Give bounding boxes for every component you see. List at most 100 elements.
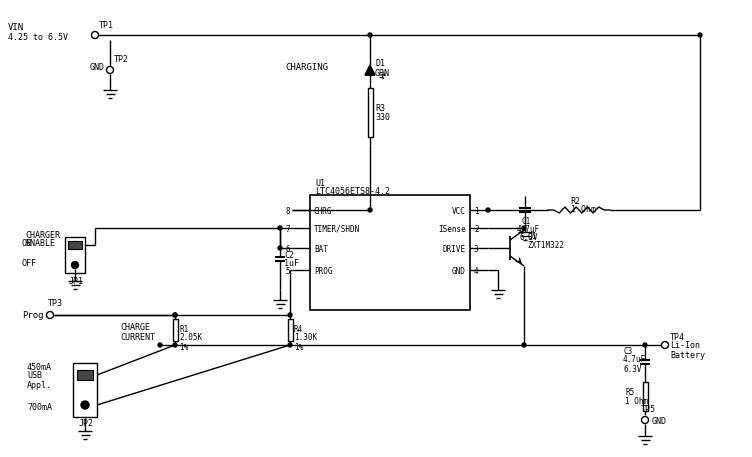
Text: 1 Ohm: 1 Ohm <box>625 397 648 406</box>
Text: 2: 2 <box>474 224 478 234</box>
Circle shape <box>288 343 292 347</box>
Text: GND: GND <box>452 266 466 276</box>
Text: 6: 6 <box>285 244 290 254</box>
Text: 4.7uF: 4.7uF <box>623 356 646 365</box>
Circle shape <box>158 343 162 347</box>
Text: 6.3V: 6.3V <box>623 365 641 373</box>
Text: VIN: VIN <box>8 22 24 32</box>
Text: 4: 4 <box>474 266 478 276</box>
Circle shape <box>641 416 648 424</box>
Text: GND: GND <box>652 416 667 425</box>
Text: Q1: Q1 <box>527 232 537 240</box>
Text: 3: 3 <box>474 244 478 254</box>
Circle shape <box>71 241 78 249</box>
Circle shape <box>173 343 177 347</box>
Bar <box>310 195 470 310</box>
Text: 5: 5 <box>285 266 290 276</box>
Text: 1: 1 <box>474 207 478 216</box>
Circle shape <box>643 343 647 347</box>
Circle shape <box>662 341 669 349</box>
Text: C3: C3 <box>623 346 632 356</box>
Circle shape <box>173 313 177 317</box>
Text: Appl.: Appl. <box>27 381 52 389</box>
Text: ZXT1M322: ZXT1M322 <box>527 240 564 250</box>
Text: 1 Ohm: 1 Ohm <box>571 204 596 213</box>
Circle shape <box>698 33 702 37</box>
Text: 7: 7 <box>285 224 290 234</box>
Text: ISense: ISense <box>438 224 466 234</box>
Text: CHARGING: CHARGING <box>285 64 328 73</box>
Text: 4.25 to 6.5V: 4.25 to 6.5V <box>8 32 68 42</box>
Text: TIMER/SHDN: TIMER/SHDN <box>314 224 360 234</box>
Text: ENABLE: ENABLE <box>25 239 55 248</box>
Text: Battery: Battery <box>670 351 705 360</box>
Text: 4.7uF: 4.7uF <box>517 224 540 234</box>
Circle shape <box>278 226 282 230</box>
Text: JP1: JP1 <box>69 276 84 286</box>
Circle shape <box>81 371 89 379</box>
Text: ON: ON <box>22 239 32 248</box>
Circle shape <box>368 208 372 212</box>
Bar <box>73 363 97 417</box>
Text: JP2: JP2 <box>79 420 94 429</box>
Circle shape <box>522 226 526 230</box>
Text: U1: U1 <box>315 180 325 188</box>
Text: TP5: TP5 <box>641 405 656 414</box>
Bar <box>68 241 82 249</box>
Text: GND: GND <box>90 64 105 73</box>
Text: CHARGE: CHARGE <box>120 323 150 331</box>
Text: 1%: 1% <box>179 342 188 351</box>
Text: TP1: TP1 <box>99 21 114 31</box>
Text: C2: C2 <box>284 250 294 260</box>
Text: R2: R2 <box>570 197 580 206</box>
Text: 330: 330 <box>375 113 390 122</box>
Polygon shape <box>365 65 375 75</box>
Circle shape <box>47 312 53 319</box>
Text: TP4: TP4 <box>670 333 685 341</box>
Text: D1: D1 <box>375 59 385 69</box>
Circle shape <box>81 401 89 409</box>
Text: DRIVE: DRIVE <box>443 244 466 254</box>
Bar <box>65 237 85 273</box>
Text: 8: 8 <box>285 207 290 216</box>
Circle shape <box>278 246 282 250</box>
Circle shape <box>486 208 490 212</box>
Circle shape <box>522 343 526 347</box>
Text: BAT: BAT <box>314 244 328 254</box>
Text: 1.30K: 1.30K <box>294 334 317 342</box>
Text: 1%: 1% <box>294 342 303 351</box>
Text: R5: R5 <box>625 388 634 397</box>
Text: TP3: TP3 <box>48 299 63 308</box>
Text: OFF: OFF <box>22 259 37 267</box>
Text: R4: R4 <box>294 324 303 334</box>
Text: LTC4056ETS8-4.2: LTC4056ETS8-4.2 <box>315 187 390 197</box>
Text: TP2: TP2 <box>114 55 129 64</box>
Circle shape <box>173 313 177 317</box>
Text: CHRG: CHRG <box>314 207 332 216</box>
Circle shape <box>92 32 99 38</box>
Circle shape <box>368 33 372 37</box>
Bar <box>368 88 372 137</box>
Bar <box>642 383 647 410</box>
Text: 2.05K: 2.05K <box>179 334 202 342</box>
Bar <box>77 370 93 380</box>
Text: C1: C1 <box>521 217 530 225</box>
Bar <box>287 319 293 341</box>
Text: 6.3V: 6.3V <box>519 233 538 241</box>
Circle shape <box>107 67 114 74</box>
Text: VCC: VCC <box>452 207 466 216</box>
Circle shape <box>288 313 292 317</box>
Text: PROG: PROG <box>314 266 332 276</box>
Circle shape <box>71 261 78 269</box>
Text: Prog: Prog <box>22 310 44 319</box>
Text: 700mA: 700mA <box>27 404 52 413</box>
Text: R3: R3 <box>375 104 385 113</box>
Bar <box>172 319 177 341</box>
Text: 1uF: 1uF <box>284 260 299 269</box>
Text: USB: USB <box>27 372 42 381</box>
Bar <box>524 200 526 219</box>
Text: 450mA: 450mA <box>27 362 52 372</box>
Text: CURRENT: CURRENT <box>120 333 155 341</box>
Text: Li-Ion: Li-Ion <box>670 341 700 351</box>
Text: R1: R1 <box>179 324 188 334</box>
